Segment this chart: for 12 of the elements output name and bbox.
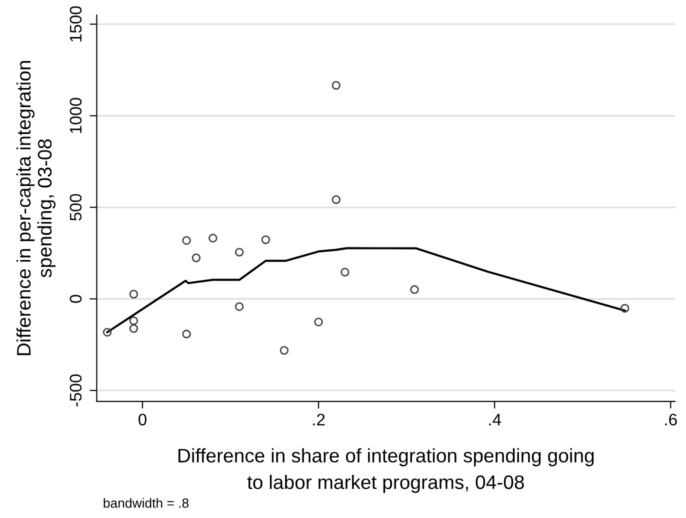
y-tick-label: 1000 [70, 98, 82, 134]
text: bandwidth = .8 [104, 498, 189, 508]
x-tick-label: .6 [665, 414, 677, 426]
x-tick-label: .2 [313, 414, 325, 426]
y-tick-label: 500 [70, 194, 82, 221]
x-tick-label: 0 [138, 414, 146, 426]
y-tick-label: -500 [70, 374, 82, 406]
y-axis-title: Difference in per-capita integration spending, 03-08 [16, 61, 56, 356]
x-tick-label: .4 [489, 414, 502, 426]
y-tick-label: 1500 [70, 6, 82, 42]
y-tick-label: 0 [70, 294, 82, 303]
x-axis-title: Difference in share of integration spending going to labor market programs, 04-08 [178, 448, 594, 493]
